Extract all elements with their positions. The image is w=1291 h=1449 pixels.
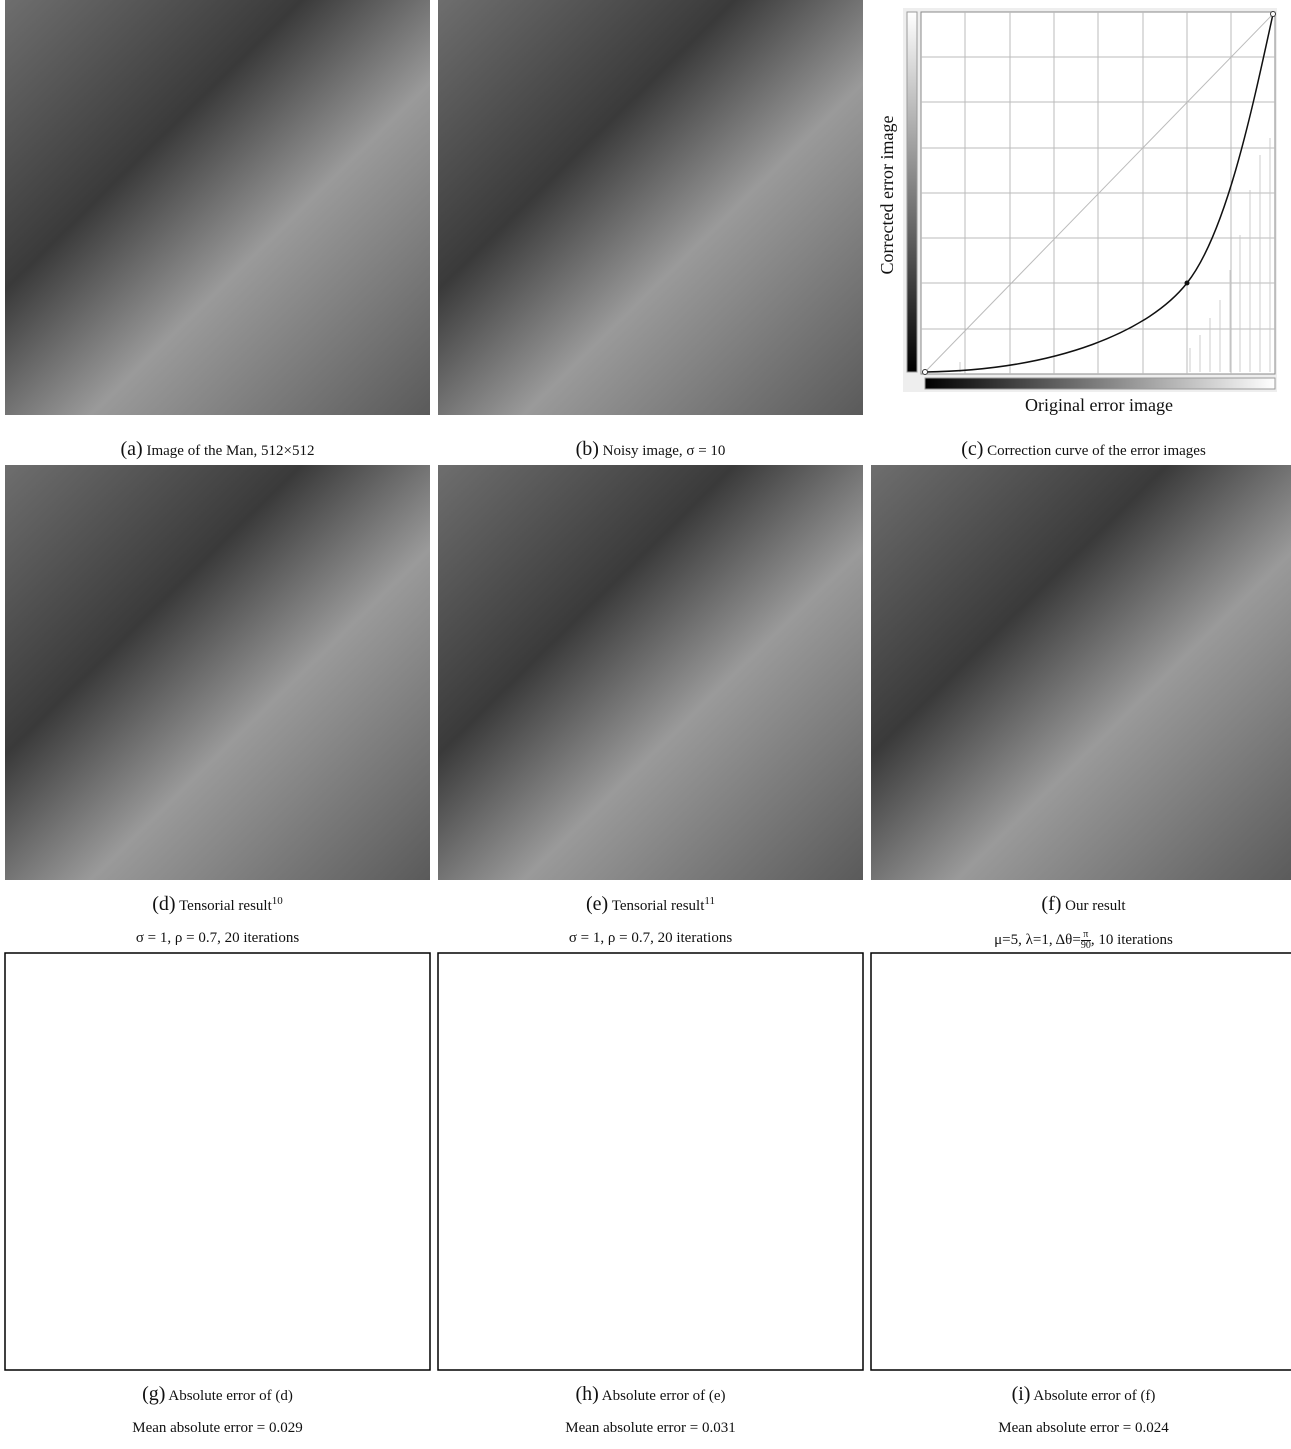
panel-label: (c) xyxy=(961,438,984,460)
citation: 11 xyxy=(704,895,715,907)
identity-line xyxy=(924,13,1274,373)
caption-text: Tensorial result xyxy=(179,898,272,914)
panel-label: (a) xyxy=(120,438,143,460)
caption-text: Correction curve of the error images xyxy=(987,443,1206,459)
end-point xyxy=(922,369,928,375)
caption: (b) Noisy image, σ = 10 xyxy=(438,438,863,461)
caption-note: Mean absolute error = 0.029 xyxy=(5,1420,430,1437)
note-text: σ = 1, ρ = 0.7, 20 iterations xyxy=(568,930,733,946)
curve-grid xyxy=(921,12,1275,374)
end-point xyxy=(1270,11,1276,17)
panel-label: (b) xyxy=(575,438,599,460)
note-text: Mean absolute error = 0.029 xyxy=(132,1420,303,1436)
fraction-part: 90 xyxy=(1080,940,1091,951)
error-image xyxy=(437,952,864,1371)
photo xyxy=(438,0,863,415)
caption-note: Mean absolute error = 0.024 xyxy=(871,1420,1291,1437)
photo xyxy=(5,0,430,415)
panel-label: (g) xyxy=(142,1383,166,1405)
caption: (e) Tensorial result11 xyxy=(438,893,863,916)
caption: (h) Absolute error of (e) xyxy=(438,1383,863,1406)
histogram xyxy=(959,138,1271,372)
note-text: Mean absolute error = 0.031 xyxy=(565,1420,736,1436)
caption-note: σ = 1, ρ = 0.7, 20 iterations xyxy=(438,930,863,947)
photo xyxy=(871,465,1291,880)
caption: (a) Image of the Man, 512×512 xyxy=(5,438,430,461)
panel-label: (h) xyxy=(575,1383,599,1405)
x-axis-label: Original error image xyxy=(1025,395,1173,415)
caption-text: Our result xyxy=(1065,898,1126,914)
caption-note: σ = 1, ρ = 0.7, 20 iterations xyxy=(5,930,430,947)
citation: 10 xyxy=(271,895,283,907)
caption: (d) Tensorial result10 xyxy=(5,893,430,916)
horizontal-gradient xyxy=(924,377,1276,390)
caption-text: Image of the Man, 512×512 xyxy=(146,443,315,459)
caption-note: μ=5, λ=1, Δθ= π 90, 10 iterations xyxy=(871,930,1291,951)
y-axis-label: Corrected error image xyxy=(877,116,897,275)
caption-text: Absolute error of (e) xyxy=(601,1388,726,1404)
caption-note: Mean absolute error = 0.031 xyxy=(438,1420,863,1437)
panel-label: (d) xyxy=(152,893,176,915)
error-image xyxy=(4,952,431,1371)
note-text: , 10 iterations xyxy=(1090,931,1173,948)
caption-text: Noisy image, σ = 10 xyxy=(602,443,726,459)
caption: (g) Absolute error of (d) xyxy=(5,1383,430,1406)
control-point xyxy=(1184,280,1190,286)
correction-curve: Corrected error image Original error ima… xyxy=(877,8,1277,415)
note-text: μ=5, λ=1, Δθ= xyxy=(994,931,1081,948)
caption: (i) Absolute error of (f) xyxy=(871,1383,1291,1406)
caption: (f) Our result xyxy=(871,893,1291,916)
caption-text: Absolute error of (f) xyxy=(1033,1388,1156,1404)
vertical-gradient xyxy=(906,11,918,373)
photo xyxy=(5,465,430,880)
error-image xyxy=(870,952,1291,1371)
note-text: σ = 1, ρ = 0.7, 20 iterations xyxy=(135,930,300,946)
panel-label: (f) xyxy=(1041,893,1062,915)
photo xyxy=(438,465,863,880)
fraction-part: π xyxy=(1080,930,1091,941)
panel-label: (e) xyxy=(586,893,609,915)
fraction: π 90 xyxy=(1080,930,1091,951)
caption: (c) Correction curve of the error images xyxy=(871,438,1291,461)
caption-text: Tensorial result xyxy=(611,898,705,914)
panel-label: (i) xyxy=(1011,1383,1031,1405)
caption-text: Absolute error of (d) xyxy=(168,1388,293,1404)
note-text: Mean absolute error = 0.024 xyxy=(998,1420,1169,1436)
